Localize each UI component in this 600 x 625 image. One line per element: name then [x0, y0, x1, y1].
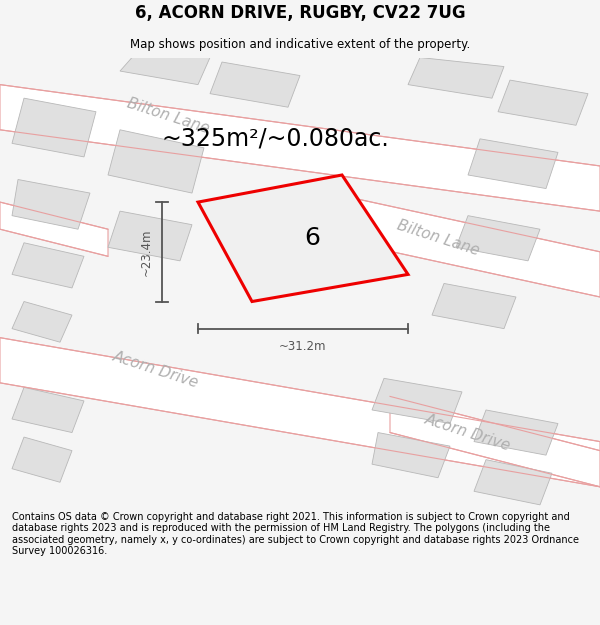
Polygon shape [432, 284, 516, 329]
Polygon shape [498, 80, 588, 125]
Polygon shape [372, 432, 450, 478]
Polygon shape [474, 410, 558, 455]
Text: Contains OS data © Crown copyright and database right 2021. This information is : Contains OS data © Crown copyright and d… [12, 512, 579, 556]
Text: Bilton Lane: Bilton Lane [125, 96, 211, 137]
Polygon shape [408, 58, 504, 98]
Polygon shape [120, 58, 210, 84]
Polygon shape [12, 98, 96, 157]
Polygon shape [456, 216, 540, 261]
Polygon shape [12, 437, 72, 483]
Polygon shape [372, 378, 462, 424]
Text: 6, ACORN DRIVE, RUGBY, CV22 7UG: 6, ACORN DRIVE, RUGBY, CV22 7UG [134, 4, 466, 22]
Polygon shape [12, 388, 84, 432]
Polygon shape [108, 130, 204, 193]
Text: ~325m²/~0.080ac.: ~325m²/~0.080ac. [162, 127, 390, 151]
Text: Acorn Drive: Acorn Drive [111, 348, 201, 390]
Polygon shape [474, 459, 552, 505]
Polygon shape [0, 338, 600, 487]
Text: 6: 6 [304, 226, 320, 250]
Polygon shape [12, 242, 84, 288]
Polygon shape [330, 193, 600, 297]
Text: Acorn Drive: Acorn Drive [423, 412, 513, 454]
Polygon shape [468, 139, 558, 189]
Text: ~31.2m: ~31.2m [279, 340, 327, 353]
Text: ~23.4m: ~23.4m [140, 228, 153, 276]
Polygon shape [390, 396, 600, 487]
Polygon shape [108, 211, 192, 261]
Text: Map shows position and indicative extent of the property.: Map shows position and indicative extent… [130, 38, 470, 51]
Polygon shape [0, 84, 600, 211]
Polygon shape [0, 202, 108, 256]
Polygon shape [12, 301, 72, 342]
Polygon shape [12, 179, 90, 229]
Polygon shape [210, 62, 300, 107]
Text: Bilton Lane: Bilton Lane [395, 218, 481, 259]
Polygon shape [198, 175, 408, 301]
